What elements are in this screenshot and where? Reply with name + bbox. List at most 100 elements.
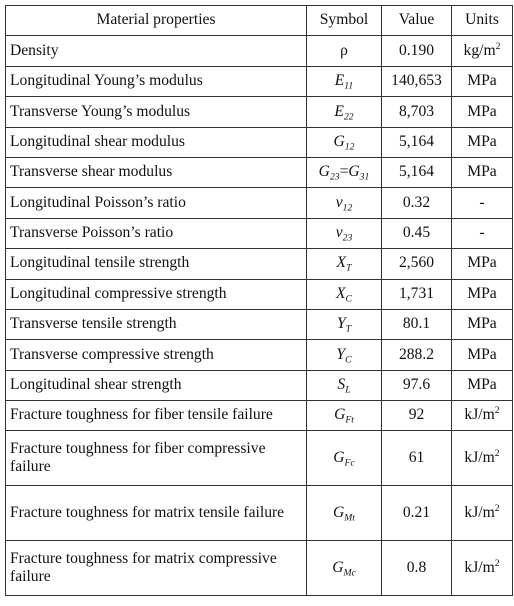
value: 1,731: [381, 278, 452, 310]
symbol: GMc: [306, 540, 382, 597]
unit: MPa: [451, 156, 513, 189]
unit-text: MPa: [467, 72, 497, 90]
symbol: E22: [306, 96, 382, 128]
unit-text: MPa: [467, 345, 497, 363]
unit-text: kJ/m: [464, 449, 495, 467]
symbol-base: G: [348, 163, 360, 181]
symbol: ν12: [306, 187, 382, 219]
property-name: Transverse Young’s modulus: [5, 96, 307, 128]
unit-text: kJ/m: [464, 406, 495, 424]
symbol: G12: [306, 126, 382, 158]
row: Longitudinal shear modulus G12 5,164 MPa: [5, 126, 513, 158]
unit: MPa: [451, 339, 513, 371]
property-name: Longitudinal compressive strength: [5, 278, 307, 310]
row: Fracture toughness for matrix compressiv…: [5, 540, 513, 597]
value: 0.45: [381, 217, 452, 250]
unit-text: MPa: [467, 254, 497, 272]
unit-text: MPa: [467, 102, 497, 120]
symbol-subscript: T: [345, 323, 352, 335]
unit: MPa: [451, 126, 513, 158]
table-body: Density ρ 0.190 kg/m2 Longitudinal Young’s m…: [5, 35, 513, 597]
symbol: ν23: [306, 217, 382, 250]
symbol-subscript: Mc: [343, 567, 356, 579]
property-name: Longitudinal Young’s modulus: [5, 65, 307, 98]
symbol: G23=G31: [306, 156, 382, 189]
unit: kJ/m2: [451, 540, 513, 597]
unit: MPa: [451, 96, 513, 128]
row: Fracture toughness for fiber compressive…: [5, 430, 513, 487]
symbol-base: ν: [335, 224, 343, 242]
row: Transverse tensile strength YT 80.1 MPa: [5, 308, 513, 341]
symbol: GFc: [306, 430, 382, 487]
property-name: Longitudinal Poisson’s ratio: [5, 187, 307, 219]
symbol-subscript: C: [345, 354, 352, 366]
symbol-subscript: Ft: [345, 414, 354, 426]
row: Transverse compressive strength YC 288.2 MP…: [5, 339, 513, 371]
unit-text: -: [479, 193, 485, 211]
symbol: E11: [306, 65, 382, 98]
symbol: XC: [306, 278, 382, 310]
unit-superscript: 2: [494, 503, 500, 515]
symbol-subscript: 12: [344, 141, 355, 153]
symbol: YT: [306, 308, 382, 341]
symbol-subscript: C: [345, 293, 352, 305]
properties-table: Material properties Symbol Value Units D…: [5, 4, 513, 597]
unit-text: kg/m: [463, 41, 496, 59]
value: 8,703: [381, 96, 452, 128]
unit: MPa: [451, 278, 513, 310]
value: 0.190: [381, 35, 452, 67]
row: Fracture toughness for fiber tensile fai…: [5, 400, 513, 432]
symbol: XT: [306, 248, 382, 280]
symbol-base: G: [332, 559, 344, 577]
unit: -: [451, 187, 513, 219]
symbol-subscript: 22: [343, 110, 354, 122]
unit-text: kJ/m: [464, 504, 495, 522]
unit-text: MPa: [467, 315, 497, 333]
row: Transverse Poisson’s ratio ν23 0.45-: [5, 217, 513, 250]
unit-superscript: 2: [494, 405, 500, 417]
unit: MPa: [451, 65, 513, 98]
unit: -: [451, 217, 513, 250]
symbol-subscript: 23: [329, 171, 340, 183]
symbol-base: G: [318, 163, 330, 181]
value: 97.6: [381, 369, 452, 402]
header-cell: Material properties: [5, 4, 307, 37]
unit-text: MPa: [467, 376, 497, 394]
unit: MPa: [451, 248, 513, 280]
row: Longitudinal compressive strength XC 1,731…: [5, 278, 513, 310]
property-name: Transverse tensile strength: [5, 308, 307, 341]
symbol-base: G: [334, 406, 346, 424]
symbol-subscript: 12: [342, 202, 353, 214]
property-name: Longitudinal tensile strength: [5, 248, 307, 280]
unit-text: MPa: [467, 284, 497, 302]
symbol-base: G: [333, 132, 345, 150]
header-cell: Value: [381, 4, 452, 37]
value: 80.1: [381, 308, 452, 341]
symbol: GMt: [306, 485, 382, 542]
property-name: Fracture toughness for fiber tensile fai…: [5, 400, 307, 432]
symbol-base: =: [339, 163, 349, 181]
unit: MPa: [451, 369, 513, 402]
symbol-subscript: 23: [342, 232, 353, 244]
header-cell: Symbol: [306, 4, 382, 37]
property-name: Transverse compressive strength: [5, 339, 307, 371]
unit-text: kJ/m: [464, 559, 495, 577]
unit-text: -: [479, 224, 485, 242]
symbol-base: X: [336, 284, 346, 302]
row: Longitudinal tensile strength XT 2,560 MPa: [5, 248, 513, 280]
symbol-base: E: [334, 72, 345, 90]
property-name: Fracture toughness for matrix tensile fa…: [5, 485, 307, 542]
value: 288.2: [381, 339, 452, 371]
symbol: SL: [306, 369, 382, 402]
unit: kg/m2: [451, 35, 513, 67]
value: 0.32: [381, 187, 452, 219]
symbol-base: G: [333, 449, 345, 467]
value: 2,560: [381, 248, 452, 280]
symbol-subscript: Mt: [344, 512, 355, 524]
symbol-subscript: 11: [344, 80, 354, 92]
symbol-base: G: [333, 504, 345, 522]
property-name: Transverse shear modulus: [5, 156, 307, 189]
symbol-base: ν: [335, 193, 343, 211]
value: 5,164: [381, 156, 452, 189]
value: 0.8: [381, 540, 452, 597]
